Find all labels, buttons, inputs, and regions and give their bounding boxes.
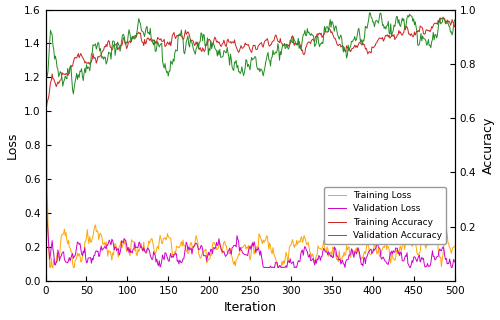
Line: Validation Accuracy: Validation Accuracy xyxy=(46,13,455,94)
Validation Loss xyxy=(237,245,243,249)
Training Accuracy xyxy=(237,46,243,50)
Line: Training Accuracy: Training Accuracy xyxy=(46,18,455,108)
Legend: Training Loss, Validation Loss, Training Accuracy, Validation Accuracy: Training Loss, Validation Loss, Training… xyxy=(324,187,446,244)
Validation Accuracy xyxy=(265,51,271,54)
Training Loss xyxy=(265,241,271,245)
Validation Accuracy xyxy=(380,24,386,28)
Validation Loss xyxy=(378,257,384,261)
Training Loss xyxy=(452,244,458,248)
Line: Training Loss: Training Loss xyxy=(46,108,455,268)
Validation Loss xyxy=(442,258,448,261)
Training Loss xyxy=(238,248,244,252)
Training Loss xyxy=(240,244,246,248)
Training Loss xyxy=(287,244,293,248)
Validation Loss xyxy=(287,257,293,260)
Validation Accuracy xyxy=(287,38,293,42)
Training Loss xyxy=(44,106,50,110)
Training Accuracy xyxy=(264,37,270,41)
Validation Accuracy xyxy=(444,20,450,23)
Validation Accuracy xyxy=(70,92,76,96)
Training Accuracy xyxy=(452,25,458,29)
Validation Loss xyxy=(240,251,246,255)
Training Accuracy xyxy=(438,16,444,20)
Validation Loss xyxy=(265,266,271,269)
Y-axis label: Loss: Loss xyxy=(6,132,18,159)
Validation Accuracy xyxy=(238,70,244,74)
X-axis label: Iteration: Iteration xyxy=(224,301,276,315)
Line: Validation Loss: Validation Loss xyxy=(46,193,455,268)
Validation Accuracy xyxy=(240,74,246,77)
Training Loss xyxy=(442,235,448,239)
Training Loss xyxy=(378,248,384,252)
Training Accuracy xyxy=(44,106,50,110)
Validation Loss xyxy=(452,260,458,264)
Training Accuracy xyxy=(286,43,292,46)
Training Loss xyxy=(46,266,52,269)
Training Accuracy xyxy=(378,36,384,40)
Validation Accuracy xyxy=(44,76,50,79)
Validation Loss xyxy=(261,266,267,269)
Validation Accuracy xyxy=(452,18,458,22)
Training Accuracy xyxy=(240,46,246,50)
Validation Loss xyxy=(44,191,50,195)
Training Accuracy xyxy=(442,22,448,26)
Y-axis label: Accuracy: Accuracy xyxy=(482,116,494,174)
Validation Accuracy xyxy=(366,11,372,15)
